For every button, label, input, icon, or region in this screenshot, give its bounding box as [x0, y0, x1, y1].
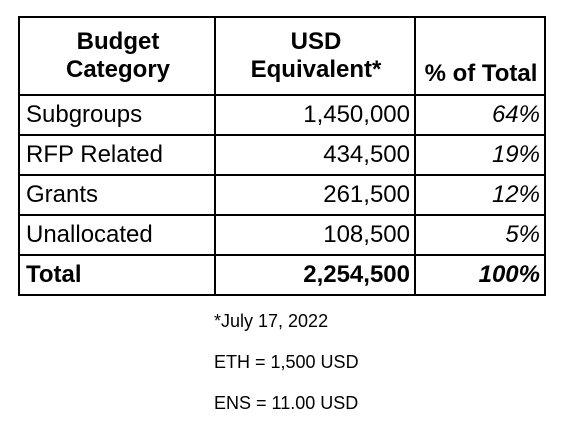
row-percent: 19%: [415, 135, 545, 175]
footnotes: *July 17, 2022 ETH = 1,500 USD ENS = 11.…: [214, 310, 359, 433]
header-category-line1: Budget: [26, 28, 210, 56]
header-usd-line2: Equivalent*: [222, 56, 410, 84]
total-label: Total: [19, 255, 215, 295]
row-usd: 261,500: [215, 175, 415, 215]
table-row: Grants 261,500 12%: [19, 175, 545, 215]
total-usd: 2,254,500: [215, 255, 415, 295]
row-category: Subgroups: [19, 95, 215, 135]
header-budget-category: Budget Category: [19, 17, 215, 95]
header-percent-of-total: % of Total: [415, 17, 545, 95]
row-category: RFP Related: [19, 135, 215, 175]
row-percent: 5%: [415, 215, 545, 255]
table-row: RFP Related 434,500 19%: [19, 135, 545, 175]
row-usd: 434,500: [215, 135, 415, 175]
row-percent: 12%: [415, 175, 545, 215]
header-category-line2: Category: [26, 56, 210, 84]
row-percent: 64%: [415, 95, 545, 135]
header-usd-line1: USD: [222, 28, 410, 56]
table-header-row: Budget Category USD Equivalent* % of Tot…: [19, 17, 545, 95]
table-total-row: Total 2,254,500 100%: [19, 255, 545, 295]
footnote-date: *July 17, 2022: [214, 310, 359, 332]
table-row: Unallocated 108,500 5%: [19, 215, 545, 255]
row-category: Unallocated: [19, 215, 215, 255]
row-usd: 108,500: [215, 215, 415, 255]
header-usd-equivalent: USD Equivalent*: [215, 17, 415, 95]
total-percent: 100%: [415, 255, 545, 295]
row-usd: 1,450,000: [215, 95, 415, 135]
row-category: Grants: [19, 175, 215, 215]
footnote-eth-rate: ETH = 1,500 USD: [214, 351, 359, 373]
budget-table: Budget Category USD Equivalent* % of Tot…: [18, 16, 546, 296]
table-row: Subgroups 1,450,000 64%: [19, 95, 545, 135]
footnote-ens-rate: ENS = 11.00 USD: [214, 392, 359, 414]
